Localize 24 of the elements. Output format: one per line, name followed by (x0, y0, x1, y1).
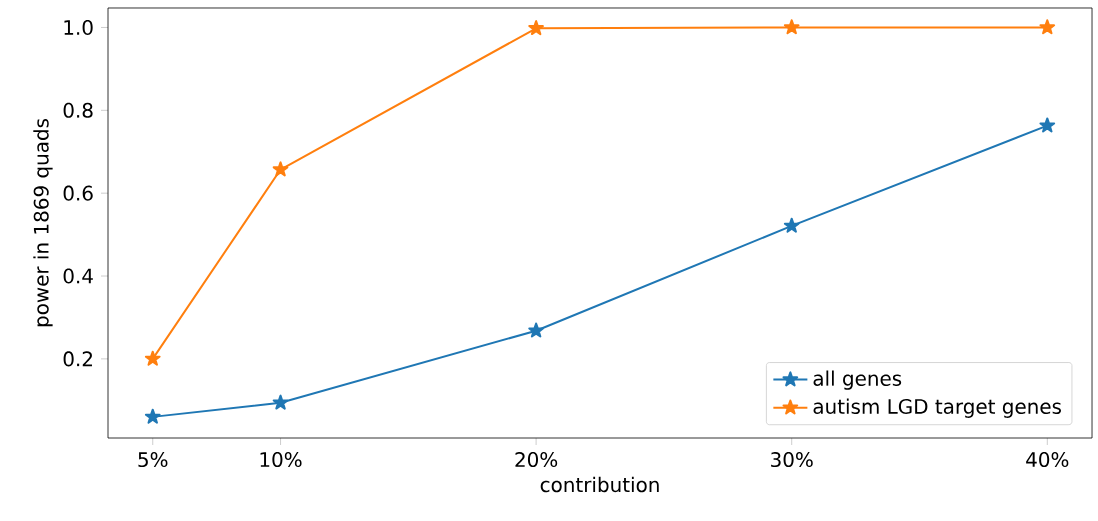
point (528, 322, 544, 338)
point (272, 161, 289, 177)
point (1039, 117, 1056, 133)
legend-label: all genes (813, 370, 902, 390)
y-axis-title: power in 1869 quads (33, 118, 53, 327)
x-tick-label: 20% (515, 452, 558, 468)
x-axis-title: contribution (540, 476, 659, 493)
y-tick-label: 0.6 (63, 185, 93, 201)
point (272, 394, 289, 410)
point (783, 19, 800, 35)
y-tick-label: 0.8 (63, 102, 93, 118)
y-tick-label: 0.4 (63, 268, 93, 284)
x-tick-label: 30% (771, 452, 813, 468)
point (144, 408, 161, 424)
legend-label: autism LGD target genes (813, 398, 1061, 418)
point (144, 350, 161, 366)
point (528, 20, 544, 36)
y-tick-label: 0.2 (63, 351, 92, 367)
point (783, 217, 800, 233)
point (1039, 19, 1056, 35)
x-tick-label: 5% (138, 452, 168, 468)
y-tick-label: 1.0 (64, 19, 93, 35)
x-tick-label: 10% (260, 452, 302, 468)
x-tick-label: 40% (1026, 452, 1069, 468)
